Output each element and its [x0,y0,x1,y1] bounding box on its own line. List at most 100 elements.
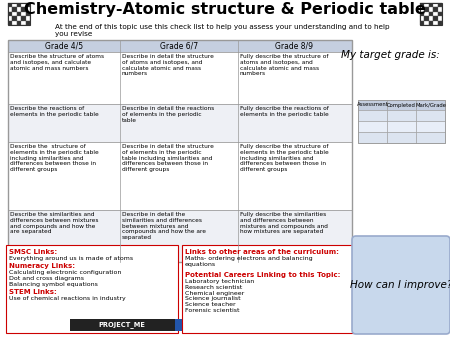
Bar [358,132,387,143]
Bar [429,16,433,21]
Text: Describe in detail the reactions
of elements in the periodic
table: Describe in detail the reactions of elem… [122,106,214,123]
Text: Fully describe the reactions of
elements in the periodic table: Fully describe the reactions of elements… [240,106,329,117]
Text: Describe in detail the structure
of atoms and isotopes, and
calculate atomic and: Describe in detail the structure of atom… [122,54,214,76]
Text: Describe the  structure of
elements in the periodic table
including similarities: Describe the structure of elements in th… [10,144,99,172]
Bar [26,7,30,12]
Bar [433,12,437,16]
Text: Fully describe the structure of
atoms and isotopes, and
calculate atomic and mas: Fully describe the structure of atoms an… [240,54,328,76]
Bar [8,7,13,12]
Bar [387,100,416,110]
Bar [21,21,26,25]
Bar [429,3,433,7]
Text: Describe the reactions of
elements in the periodic table: Describe the reactions of elements in th… [10,106,99,117]
Text: Numeracy Links:: Numeracy Links: [9,263,75,269]
Bar [437,16,442,21]
Bar [424,16,429,21]
Bar [420,7,424,12]
Bar [358,100,445,143]
Bar [8,12,13,16]
Bar [21,7,26,12]
Text: Describe the structure of atoms
and isotopes, and calculate
atomic and mass numb: Describe the structure of atoms and isot… [10,54,104,71]
Text: Calculating electronic configuration
Dot and cross diagrams
Balancing symbol equ: Calculating electronic configuration Dot… [9,270,122,287]
Text: Chemistry-Atomic structure & Periodic table: Chemistry-Atomic structure & Periodic ta… [24,2,426,17]
Bar [21,12,26,16]
Text: Assessment: Assessment [356,102,388,107]
Text: Links to other areas of the curriculum:: Links to other areas of the curriculum: [185,249,339,255]
Bar [429,7,433,12]
Text: Grade 4/5: Grade 4/5 [45,42,83,50]
Bar [429,21,433,25]
Bar [17,21,21,25]
Bar [13,7,17,12]
Text: PROJECT_ME: PROJECT_ME [99,321,145,328]
Text: Fully describe the similarities
and differences between
mixtures and compounds a: Fully describe the similarities and diff… [240,212,328,234]
Bar [420,3,424,7]
Bar [387,121,416,132]
Bar [8,3,30,25]
Text: Everything around us is made of atoms: Everything around us is made of atoms [9,256,133,261]
Text: SMSC Links:: SMSC Links: [9,249,57,255]
Bar [437,7,442,12]
Bar [8,40,352,262]
Bar [433,21,437,25]
Bar [433,3,437,7]
Bar [416,132,445,143]
Bar [358,121,387,132]
Bar [8,21,13,25]
Bar [8,52,352,104]
Bar [437,3,442,7]
Bar [8,210,352,262]
Bar [6,245,178,333]
Bar [416,121,445,132]
Bar [17,16,21,21]
Bar [182,245,354,333]
Bar [13,3,17,7]
Text: Describe in detail the
similarities and differences
between mixtures and
compoun: Describe in detail the similarities and … [122,212,206,240]
Text: Completed: Completed [387,102,416,107]
Bar [429,12,433,16]
Bar [358,110,387,121]
Bar [13,21,17,25]
Bar [424,21,429,25]
Bar [420,16,424,21]
Bar [26,16,30,21]
Bar [26,12,30,16]
Bar [26,3,30,7]
Bar [13,12,17,16]
Bar [387,132,416,143]
Bar [70,319,175,331]
Text: Grade 6/7: Grade 6/7 [160,42,198,50]
Bar [8,3,13,7]
Bar [17,3,21,7]
Bar [387,110,416,121]
Text: Potential Careers Linking to this Topic:: Potential Careers Linking to this Topic: [185,272,340,278]
Text: STEM Links:: STEM Links: [9,289,57,295]
Text: Science: Science [183,321,207,326]
Text: Laboratory technician
Research scientist
Chemical engineer
Science journalist
Sc: Laboratory technician Research scientist… [185,279,254,313]
Bar [17,12,21,16]
Bar [420,21,424,25]
Bar [8,16,13,21]
Text: Grade 8/9: Grade 8/9 [275,42,313,50]
Bar [8,104,352,142]
Bar [21,16,26,21]
Text: Describe the similarities and
differences between mixtures
and compounds and how: Describe the similarities and difference… [10,212,99,234]
Bar [8,40,352,52]
Bar [433,16,437,21]
Text: Describe in detail the structure
of elements in the periodic
table including sim: Describe in detail the structure of elem… [122,144,214,172]
Bar [437,12,442,16]
FancyBboxPatch shape [352,236,450,334]
Bar [358,100,387,110]
Bar [21,3,26,7]
Bar [437,21,442,25]
Bar [416,100,445,110]
Bar [433,7,437,12]
Bar [424,12,429,16]
Bar [420,12,424,16]
Text: At the end of this topic use this check list to help you assess your understandi: At the end of this topic use this check … [55,24,390,37]
Bar [420,3,442,25]
Bar [13,16,17,21]
Text: Maths- ordering electrons and balancing
equations: Maths- ordering electrons and balancing … [185,256,313,267]
Text: My target grade is:: My target grade is: [341,50,439,60]
Text: Use of chemical reactions in industry: Use of chemical reactions in industry [9,296,126,301]
